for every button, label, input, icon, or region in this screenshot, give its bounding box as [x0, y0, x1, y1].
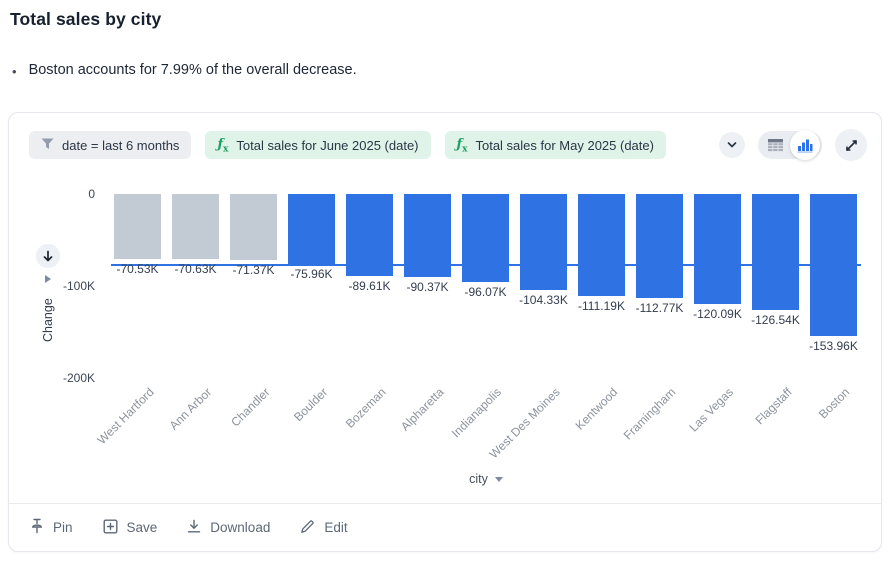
bar-value-label: -112.77K [635, 301, 684, 315]
expand-icon [845, 139, 857, 151]
chart-card: date = last 6 months ƒx Total sales for Ju… [8, 112, 882, 552]
pin-icon [30, 518, 44, 537]
filter-icon [41, 138, 54, 153]
bar-chart-icon [797, 139, 813, 153]
bar-value-label: -70.63K [174, 262, 217, 276]
insight-text: Boston accounts for 7.99% of the overall… [28, 62, 357, 78]
bar-kentwood[interactable] [578, 194, 625, 296]
y-tick-label: -200K [62, 371, 95, 385]
card-controls [719, 129, 867, 161]
bar-ann-arbor[interactable] [172, 194, 219, 259]
plot-area: -70.53K -70.63K -71.37K -75.96K -89.61K -90.3… [111, 194, 861, 396]
action-label: Download [210, 520, 271, 535]
bar-value-label: -104.33K [519, 293, 568, 307]
bar-flagstaff[interactable] [752, 194, 799, 310]
chevron-down-icon [727, 142, 737, 148]
chip-label: Total sales for June 2025 (date) [236, 137, 419, 153]
save-button[interactable]: Save [103, 519, 158, 537]
bar-boulder[interactable] [288, 194, 335, 264]
table-view-button[interactable] [760, 131, 790, 159]
chip-label: Total sales for May 2025 (date) [475, 137, 654, 153]
bar-las-vegas[interactable] [694, 194, 741, 304]
y-tick-label: 0 [88, 187, 95, 201]
bar-value-label: -126.54K [751, 313, 800, 327]
y-tick-label: -100K [62, 279, 95, 293]
y-axis-label[interactable]: Change [41, 298, 55, 342]
pin-button[interactable]: Pin [30, 518, 73, 537]
arrow-down-icon [43, 250, 53, 261]
table-icon [767, 139, 783, 152]
sort-direction-button[interactable] [36, 244, 60, 268]
action-label: Edit [324, 520, 348, 535]
edit-icon [300, 519, 315, 537]
insight-bullet: • Boston accounts for 7.99% of the overa… [12, 62, 357, 81]
formula-icon: ƒx [217, 136, 229, 155]
formula-icon: ƒx [456, 136, 468, 155]
chips-row: date = last 6 months ƒx Total sales for Ju… [29, 131, 666, 159]
bar-chandler[interactable] [230, 194, 277, 260]
collapse-button[interactable] [719, 132, 745, 158]
axis-menu-arrow-icon[interactable] [45, 275, 51, 283]
bar-bozeman[interactable] [346, 194, 393, 276]
bar-alpharetta[interactable] [404, 194, 451, 277]
chevron-down-icon [494, 476, 503, 482]
bar-value-label: -153.96K [809, 339, 858, 353]
bar-west-hartford[interactable] [114, 194, 161, 259]
action-label: Save [126, 520, 158, 535]
card-footer: Pin Save Download Edit [9, 503, 881, 551]
chart-view-button[interactable] [790, 130, 820, 160]
bar-value-label: -120.09K [693, 307, 742, 321]
bar-boston[interactable] [810, 194, 857, 336]
view-toggle [758, 130, 822, 160]
bar-framingham[interactable] [636, 194, 683, 298]
bar-value-label: -71.37K [232, 263, 275, 277]
bar-value-label: -75.96K [290, 267, 333, 281]
bar-value-label: -90.37K [406, 280, 449, 294]
download-icon [187, 519, 201, 537]
bar-value-label: -89.61K [348, 279, 391, 293]
filter-chip[interactable]: date = last 6 months [29, 131, 192, 159]
action-label: Pin [53, 520, 73, 535]
download-button[interactable]: Download [187, 519, 270, 537]
bar-west-des-moines[interactable] [520, 194, 567, 290]
formula-chip[interactable]: ƒx Total sales for May 2025 (date) [444, 131, 666, 159]
bullet-dot-icon: • [12, 64, 17, 79]
expand-button[interactable] [835, 129, 867, 161]
formula-chip[interactable]: ƒx Total sales for June 2025 (date) [205, 131, 431, 159]
bar-value-label: -70.53K [116, 262, 159, 276]
edit-button[interactable]: Edit [300, 519, 348, 537]
y-axis-controls: Change [33, 244, 63, 356]
bar-value-label: -111.19K [578, 299, 625, 313]
x-axis-label[interactable]: city [446, 472, 526, 486]
chip-label: date = last 6 months [62, 137, 180, 153]
bar-indianapolis[interactable] [462, 194, 509, 282]
save-icon [103, 519, 118, 537]
bar-value-label: -96.07K [464, 285, 507, 299]
page-title: Total sales by city [10, 9, 162, 29]
